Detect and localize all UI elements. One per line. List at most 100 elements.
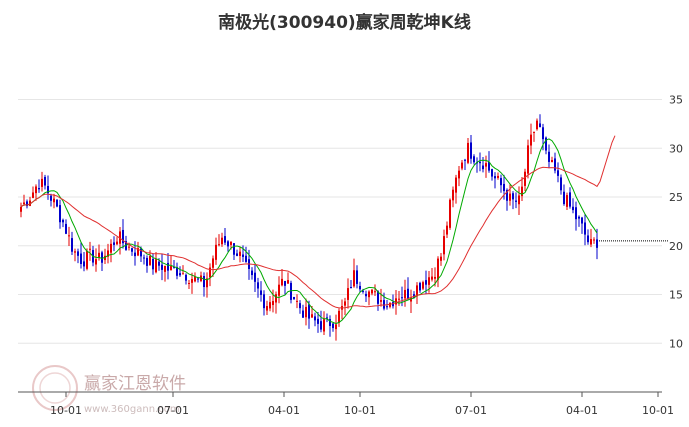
candle <box>215 237 217 265</box>
candle <box>368 290 370 306</box>
x-tick-label: 04-01 <box>566 404 598 417</box>
candle-body <box>56 199 58 207</box>
candle-body <box>233 243 235 255</box>
candle-body <box>257 282 259 289</box>
candle-body <box>113 242 115 245</box>
candle <box>140 246 142 263</box>
candle <box>116 237 118 246</box>
candle <box>275 291 277 314</box>
candle-body <box>122 229 124 244</box>
candle <box>35 184 37 201</box>
candle-body <box>416 285 418 297</box>
candle-body <box>548 151 550 162</box>
candle-body <box>101 252 103 263</box>
candle-body <box>452 189 454 201</box>
candle <box>584 214 586 246</box>
candle-body <box>140 248 142 257</box>
candle <box>206 272 208 298</box>
candle-body <box>425 280 427 285</box>
candle-body <box>155 259 157 273</box>
candle-body <box>236 253 238 256</box>
candle <box>593 237 595 244</box>
candle <box>59 199 61 229</box>
candle-body <box>323 319 325 332</box>
candle-body <box>359 285 361 290</box>
candle <box>155 252 157 274</box>
candle <box>152 253 154 275</box>
candle-body <box>173 267 175 269</box>
candle <box>218 234 220 247</box>
candle-body <box>482 165 484 170</box>
y-tick-label: 35 <box>669 94 683 107</box>
candle-body <box>512 193 514 200</box>
candle-body <box>434 276 436 279</box>
candle-body <box>224 236 226 243</box>
candle <box>239 246 241 263</box>
candle-body <box>557 170 559 176</box>
candle <box>254 264 256 292</box>
candle-body <box>566 195 568 207</box>
candle <box>557 162 559 183</box>
candle-body <box>320 321 322 330</box>
candle-body <box>266 306 268 311</box>
candle <box>299 300 301 314</box>
candle <box>203 272 205 297</box>
candle <box>470 134 472 164</box>
candle-body <box>80 253 82 265</box>
candle <box>533 131 535 142</box>
candle-body <box>131 248 133 252</box>
candle <box>98 244 100 261</box>
candle-body <box>29 200 31 206</box>
candle <box>416 282 418 305</box>
candle <box>68 226 70 246</box>
candle <box>320 310 322 333</box>
candle-body <box>545 137 547 151</box>
candle-body <box>497 175 499 178</box>
candle <box>575 201 577 231</box>
candle-body <box>491 169 493 177</box>
candle <box>104 248 106 264</box>
candle-body <box>458 170 460 179</box>
candle-body <box>23 202 25 205</box>
candle <box>290 280 292 304</box>
candle <box>236 249 238 257</box>
candle <box>326 313 328 323</box>
candle-body <box>350 287 352 289</box>
y-tick-label: 10 <box>669 337 683 350</box>
candle <box>143 254 145 265</box>
candle <box>452 186 454 208</box>
candle <box>182 265 184 275</box>
watermark: 赢家江恩软件 www.360gann.com <box>32 365 186 415</box>
candle-body <box>398 298 400 300</box>
candle-body <box>317 318 319 324</box>
candle-body <box>488 162 490 171</box>
candle-body <box>182 273 184 275</box>
candle <box>113 236 115 252</box>
candle <box>119 227 121 255</box>
candle-body <box>83 261 85 267</box>
candle-body <box>380 300 382 302</box>
candle-body <box>314 316 316 321</box>
candle <box>374 284 376 297</box>
candle <box>20 202 22 218</box>
candle-body <box>296 300 298 302</box>
candle <box>26 199 28 209</box>
candle <box>383 292 385 311</box>
candle <box>344 297 346 316</box>
candle-body <box>143 257 145 259</box>
candle-body <box>443 236 445 255</box>
candle <box>194 272 196 283</box>
candle <box>110 239 112 263</box>
candle <box>350 280 352 289</box>
watermark-logo-icon <box>32 365 78 411</box>
candle <box>410 289 412 313</box>
candle-body <box>524 171 526 186</box>
candle-body <box>188 282 190 284</box>
candle-body <box>329 319 331 326</box>
candle-body <box>578 216 580 219</box>
candle-body <box>269 302 271 309</box>
candle-body <box>368 291 370 298</box>
candle-body <box>542 127 544 140</box>
axes: 10 15 20 25 30 35 10-01 07-01 04-01 10-01 07-01 04-… <box>18 94 683 417</box>
candle-body <box>404 289 406 299</box>
